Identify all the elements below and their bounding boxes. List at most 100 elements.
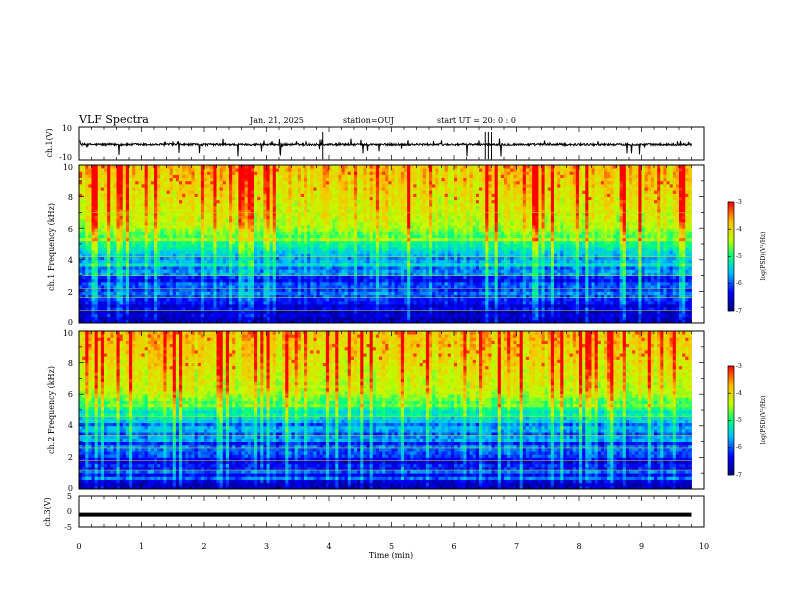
spectrogram-cell <box>254 294 258 299</box>
spectrogram-cell <box>388 316 392 321</box>
spectrogram-cell <box>413 272 417 276</box>
spectrogram-cell <box>585 250 589 254</box>
spectrogram-cell <box>591 304 596 308</box>
spectrogram-cell <box>144 288 149 292</box>
spectrogram-cell <box>457 244 461 248</box>
spectrogram-cell <box>600 294 605 299</box>
spectrogram-cell <box>291 285 296 289</box>
spectrogram-cell <box>394 266 399 270</box>
spectrogram-cell <box>210 275 214 280</box>
spectrogram-cell <box>444 262 449 267</box>
spectrogram-cell <box>213 262 217 267</box>
spectrogram-cell <box>191 285 196 289</box>
spectrogram-cell <box>594 275 599 280</box>
spectrogram-cell <box>613 250 617 254</box>
spectrogram-cell <box>644 316 649 321</box>
spectrogram-cell <box>382 275 386 280</box>
spectrogram-cell <box>388 262 392 267</box>
spectrogram-cell <box>457 300 461 305</box>
spectrogram-cell <box>566 247 571 251</box>
spectrogram-cell <box>354 304 358 308</box>
spectrogram-cell <box>494 304 499 308</box>
spectrogram-cell <box>91 259 96 264</box>
spectrogram-cell <box>213 294 217 299</box>
spectrogram-cell <box>500 300 505 305</box>
spectrogram-cell <box>225 262 230 267</box>
spectrogram-cell <box>600 307 605 311</box>
spectrogram-cell <box>572 285 577 289</box>
spectrogram-cell <box>419 259 424 264</box>
spectrogram-cell <box>241 259 246 264</box>
spectrogram-cell <box>641 313 646 318</box>
spectrogram-cell <box>194 256 199 261</box>
spectrogram-cell <box>122 288 127 292</box>
spectrogram-cell <box>360 285 364 289</box>
spectrogram-cell <box>619 307 624 311</box>
spectrogram-cell <box>291 294 296 299</box>
spectrogram-cell <box>635 275 639 280</box>
spectrogram-cell <box>463 291 467 295</box>
spectrogram-cell <box>513 319 517 324</box>
spectrogram-cell <box>522 253 527 258</box>
spectrogram-cell <box>679 319 683 324</box>
spectrogram-cell <box>416 275 421 280</box>
spectrogram-cell <box>494 285 499 289</box>
spectrogram-cell <box>597 253 602 258</box>
spectrogram-cell <box>250 316 255 321</box>
spectrogram-cell <box>475 262 480 267</box>
spectrogram-cell <box>269 278 274 283</box>
spectrogram-cell <box>363 259 367 264</box>
spectrogram-cell <box>172 319 177 324</box>
spectrogram-cell <box>238 275 242 280</box>
spectrogram-cell <box>260 316 264 321</box>
spectrogram-cell <box>519 316 524 321</box>
spectrogram-cell <box>372 294 377 299</box>
spectrogram-cell <box>147 316 152 321</box>
spectrogram-cell <box>363 275 367 280</box>
spectrogram-cell <box>672 291 677 295</box>
spectrogram-cell <box>79 269 83 273</box>
spectrogram-cell <box>197 262 202 267</box>
spectrogram-cell <box>532 259 536 264</box>
spectrogram-cell <box>297 285 302 289</box>
spectrogram-cell <box>300 259 305 264</box>
spectrogram-cell <box>416 307 421 311</box>
spectrogram-cell <box>150 278 155 283</box>
spectrogram-cell <box>260 256 264 261</box>
spectrogram-cell <box>272 319 277 324</box>
spectrogram-cell <box>432 319 436 324</box>
spectrogram-cell <box>354 313 358 318</box>
spectrogram-cell <box>385 244 389 248</box>
spectrogram-cell <box>632 266 636 270</box>
spectrogram-cell <box>316 275 321 280</box>
spectrogram-cell <box>204 316 208 321</box>
spectrogram-cell <box>172 256 177 261</box>
spectrogram-cell <box>647 316 652 321</box>
spectrogram-cell <box>647 304 652 308</box>
spectrogram-cell <box>225 285 230 289</box>
spectrogram-cell <box>416 304 421 308</box>
spectrogram-cell <box>222 259 227 264</box>
spectrogram-cell <box>254 300 258 305</box>
spectrogram-cell <box>179 313 183 318</box>
spectrogram-cell <box>666 307 671 311</box>
spectrogram-cell <box>238 278 242 283</box>
spectrogram-cell <box>504 281 508 286</box>
spectrogram-cell <box>488 244 492 248</box>
spectrogram-cell <box>382 294 386 299</box>
spectrogram-cell <box>438 262 442 267</box>
spectrogram-cell <box>550 278 555 283</box>
spectrogram-cell <box>607 310 611 314</box>
spectrogram-cell <box>622 275 627 280</box>
spectrogram-cell <box>475 291 480 295</box>
spectrogram-cell <box>472 300 477 305</box>
spectrogram-cell <box>572 319 577 324</box>
spectrogram-cell <box>410 272 414 276</box>
spectrogram-cell <box>516 300 521 305</box>
spectrogram-cell <box>388 319 392 324</box>
spectrogram-cell <box>625 313 630 318</box>
spectrogram-cell <box>244 313 249 318</box>
spectrogram-cell <box>241 310 246 314</box>
spectrogram-cell <box>429 259 433 264</box>
spectrogram-cell <box>475 266 480 270</box>
